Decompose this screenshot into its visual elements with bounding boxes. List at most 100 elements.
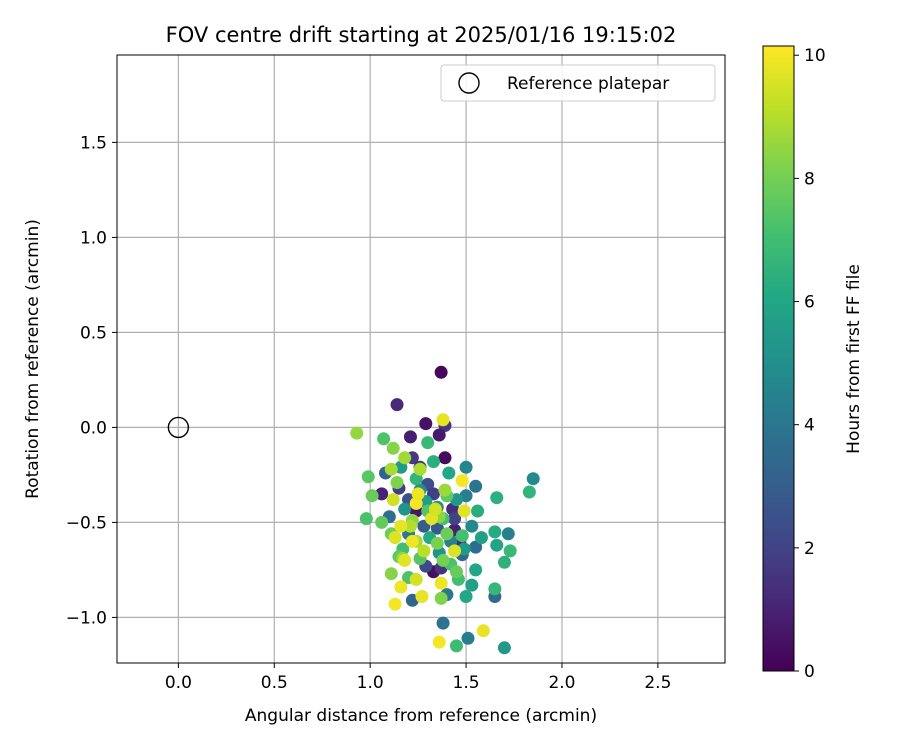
data-point	[459, 590, 473, 603]
x-tick-label: 0.5	[261, 673, 288, 693]
y-tick-label: 1.5	[80, 133, 107, 153]
data-point	[398, 553, 412, 567]
y-tick-label: 1.0	[80, 228, 107, 248]
data-point	[359, 512, 373, 526]
data-point	[365, 489, 379, 503]
x-tick-label: 0.0	[165, 673, 192, 693]
data-point	[398, 451, 412, 465]
y-axis-ticks: −1.0 −0.5 0.0 0.5 1.0 1.5	[66, 133, 117, 628]
data-point	[409, 572, 423, 586]
data-point	[428, 502, 442, 516]
legend-marker-reference	[458, 72, 480, 94]
data-point	[434, 365, 448, 379]
x-tick-label: 2.0	[548, 673, 575, 693]
data-point	[375, 515, 389, 529]
data-point	[403, 519, 417, 533]
data-point	[405, 534, 419, 548]
data-point	[490, 538, 504, 552]
data-point	[438, 451, 452, 465]
data-point	[461, 631, 475, 645]
colorbar-tick-label: 4	[804, 416, 815, 436]
data-point	[398, 502, 412, 516]
data-point	[390, 476, 404, 489]
data-point	[440, 527, 454, 541]
data-point	[497, 555, 511, 569]
data-point	[426, 455, 440, 469]
data-point	[455, 474, 469, 488]
data-point	[436, 413, 450, 427]
data-point	[522, 485, 536, 499]
colorbar-tick-label: 2	[804, 539, 815, 559]
y-tick-label: 0.5	[80, 323, 107, 343]
colorbar-tick-label: 8	[804, 169, 815, 189]
data-point	[436, 616, 450, 630]
colorbar-label: Hours from first FF file	[844, 264, 864, 454]
y-tick-label: 0.0	[80, 418, 107, 438]
colorbar-tick-label: 0	[804, 662, 815, 682]
data-point	[490, 491, 504, 505]
x-tick-label: 1.0	[357, 673, 384, 693]
data-point	[442, 466, 456, 480]
y-tick-label: −1.0	[66, 608, 107, 628]
data-point	[469, 563, 483, 577]
data-point	[448, 544, 462, 558]
data-point	[436, 553, 450, 567]
y-tick-label: −0.5	[66, 513, 107, 533]
data-point	[386, 441, 400, 455]
data-point	[469, 479, 483, 493]
y-axis-label: Rotation from reference (arcmin)	[23, 219, 43, 499]
legend: Reference platepar	[440, 64, 716, 102]
data-point	[432, 428, 446, 442]
data-point	[411, 487, 425, 501]
data-point	[413, 462, 427, 476]
data-point	[465, 519, 479, 533]
data-point	[457, 504, 471, 518]
data-point	[415, 590, 429, 603]
data-point	[434, 576, 448, 590]
x-axis-label: Angular distance from reference (arcmin)	[245, 706, 597, 726]
x-tick-label: 1.5	[453, 673, 480, 693]
colorbar	[762, 45, 795, 672]
data-point	[455, 529, 469, 543]
x-tick-label: 2.5	[644, 673, 671, 693]
data-point	[421, 436, 435, 450]
data-point	[526, 472, 540, 486]
data-point	[384, 462, 398, 476]
data-point	[438, 483, 452, 497]
data-point	[471, 504, 485, 518]
reference-platepar-point	[167, 416, 190, 439]
data-point	[350, 426, 364, 440]
colorbar-ticks: 0 2 4 6 8 10	[794, 46, 826, 682]
data-point	[476, 624, 490, 638]
data-point	[361, 470, 375, 484]
data-point	[497, 641, 511, 655]
data-point	[469, 540, 483, 554]
data-point	[465, 578, 479, 592]
chart-title: FOV centre drift starting at 2025/01/16 …	[166, 23, 677, 47]
colorbar-tick-label: 10	[804, 46, 826, 66]
colorbar-tick-label: 6	[804, 293, 815, 313]
data-point	[430, 536, 444, 550]
data-point	[459, 460, 473, 474]
data-point	[432, 635, 446, 649]
data-point	[449, 565, 463, 579]
data-point	[386, 493, 400, 507]
legend-label-reference: Reference platepar	[507, 74, 669, 94]
data-point	[419, 417, 433, 431]
legend-box	[440, 64, 716, 102]
data-point	[377, 432, 391, 446]
scatter-points	[350, 365, 540, 655]
data-point	[449, 639, 463, 653]
data-point	[488, 525, 502, 539]
data-point	[417, 544, 431, 558]
data-point	[390, 398, 404, 412]
grid-lines	[117, 55, 725, 663]
data-point	[501, 527, 515, 541]
x-axis-ticks: 0.0 0.5 1.0 1.5 2.0 2.5	[165, 663, 671, 693]
data-point	[503, 544, 517, 558]
plot-frame	[116, 54, 726, 664]
data-point	[388, 597, 402, 611]
data-point	[394, 580, 408, 594]
data-point	[448, 512, 462, 526]
